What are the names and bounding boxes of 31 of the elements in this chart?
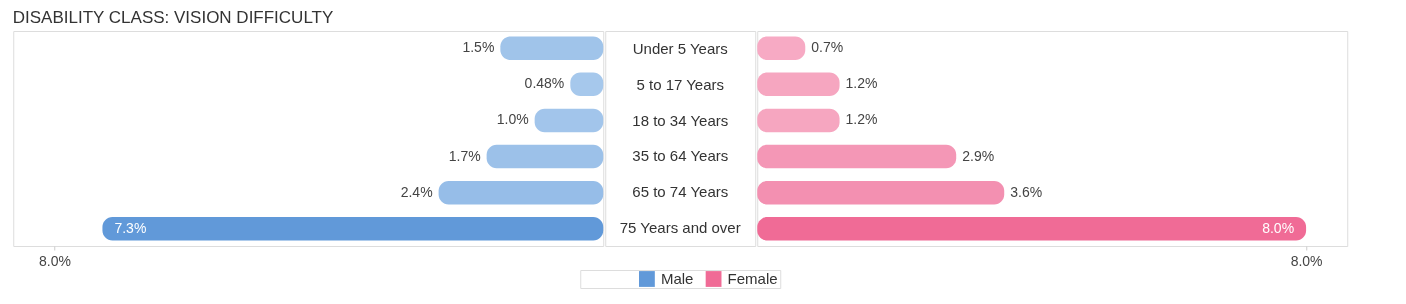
data-label: 1.5% (462, 39, 495, 56)
bar (486, 144, 604, 169)
data-label: 1.0% (496, 111, 529, 128)
y-tick-label: 5 to 17 Years (636, 75, 725, 93)
bar (757, 72, 840, 97)
y-tick-label: 75 Years and over (619, 219, 741, 237)
data-label: 0.48% (524, 75, 565, 92)
data-label: 1.2% (845, 111, 878, 128)
bar (757, 217, 1307, 241)
data-label: 7.3% (114, 219, 147, 236)
y-tick-label: 18 to 34 Years (632, 111, 729, 129)
legend-label: Male (660, 270, 694, 287)
y-tick-label: 65 to 74 Years (632, 183, 729, 201)
data-label: 3.6% (1010, 183, 1043, 200)
y-tick-label: 35 to 64 Years (632, 147, 729, 165)
data-label: 2.4% (400, 183, 433, 200)
data-label: 8.0% (1262, 219, 1295, 236)
bar (438, 180, 604, 205)
bar (757, 108, 840, 133)
bar (757, 180, 1005, 205)
data-label: 1.2% (845, 75, 878, 92)
chart-title: DISABILITY CLASS: VISION DIFFICULTY (12, 7, 334, 27)
bar (102, 217, 604, 241)
data-label: 0.7% (811, 39, 844, 56)
bar (500, 36, 604, 60)
legend-label: Female (727, 270, 778, 287)
data-label: 2.9% (962, 147, 995, 164)
bar (757, 144, 957, 169)
data-label: 1.7% (448, 147, 481, 164)
y-tick-label: Under 5 Years (632, 39, 728, 57)
bar (534, 108, 604, 133)
